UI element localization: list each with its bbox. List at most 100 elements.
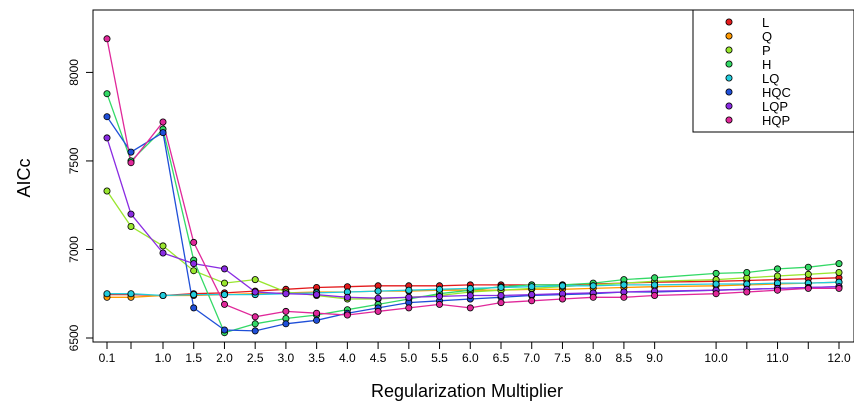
- data-point-h: [103, 90, 111, 98]
- x-tick-label: 6.5: [493, 351, 510, 365]
- data-point-hqc: [190, 304, 198, 312]
- plot-frame: [92, 9, 854, 343]
- data-point-h: [251, 320, 259, 328]
- data-point-hqp: [559, 295, 567, 303]
- x-tick-label: 5.5: [431, 351, 448, 365]
- data-point-lqp: [190, 260, 198, 268]
- data-point-p: [159, 242, 167, 250]
- data-point-hqp: [435, 300, 443, 308]
- data-point-hqp: [835, 284, 843, 292]
- data-point-p: [103, 187, 111, 195]
- data-point-lqp: [159, 249, 167, 257]
- legend-marker-lq: [725, 74, 733, 82]
- x-tick-label: 2.5: [247, 351, 264, 365]
- data-point-hqp: [651, 291, 659, 299]
- data-point-lqp: [528, 291, 536, 299]
- y-tick-label: 7500: [67, 147, 81, 174]
- x-tick-label: 10.0: [704, 351, 728, 365]
- x-tick-label: 9.0: [646, 351, 663, 365]
- data-point-lqp: [466, 291, 474, 299]
- legend-label-q: Q: [762, 29, 772, 44]
- data-point-lq: [103, 290, 111, 298]
- series-line-p: [106, 190, 840, 300]
- series-line-hqp: [106, 38, 839, 318]
- x-tick-label: 5.0: [400, 351, 417, 365]
- data-point-lqp: [435, 292, 443, 300]
- data-point-h: [743, 268, 751, 276]
- data-point-h: [651, 274, 659, 282]
- x-tick-label: 1.5: [185, 351, 202, 365]
- y-tick-label: 8000: [67, 59, 81, 86]
- legend-marker-h: [725, 60, 733, 68]
- series-line-lqp: [106, 137, 840, 299]
- x-tick-label: 11.0: [766, 351, 789, 365]
- data-point-lqp: [282, 290, 290, 298]
- y-tick-label: 6500: [67, 324, 81, 351]
- data-point-hqp: [343, 311, 351, 319]
- series-lines: [106, 38, 840, 334]
- x-tick-label: 1.0: [155, 351, 172, 365]
- data-point-p: [835, 268, 843, 276]
- data-point-hqc: [220, 326, 228, 334]
- data-point-h: [835, 260, 843, 268]
- x-tick-label: 0.1: [99, 351, 116, 365]
- data-point-hqc: [103, 113, 111, 121]
- data-point-lqp: [251, 288, 259, 296]
- data-point-lq: [374, 287, 382, 295]
- data-point-lq: [159, 291, 167, 299]
- data-point-lq: [405, 286, 413, 294]
- x-tick-label: 8.0: [585, 351, 602, 365]
- data-point-lq: [620, 281, 628, 289]
- data-point-hqc: [127, 148, 135, 156]
- data-point-hqp: [405, 304, 413, 312]
- legend-marker-hqp: [725, 116, 733, 124]
- x-axis: 0.1 1.0 1.5 2.0 2.5 3.0 3.5 4.0 4.5 5.0 5.5 6.0 6.5 7…: [99, 342, 851, 365]
- data-point-hqp: [589, 293, 597, 301]
- data-point-hqp: [127, 159, 135, 167]
- data-point-hqp: [804, 284, 812, 292]
- x-tick-label: 4.0: [339, 351, 356, 365]
- legend-label-hqc: HQC: [762, 85, 791, 100]
- data-point-h: [804, 263, 812, 271]
- data-point-hqp: [743, 288, 751, 296]
- data-point-lq: [127, 290, 135, 298]
- legend-marker-p: [725, 46, 733, 54]
- data-point-lq: [528, 283, 536, 291]
- legend-label-hqp: HQP: [762, 113, 790, 128]
- legend-marker-lqp: [725, 102, 733, 110]
- data-point-lqp: [374, 294, 382, 302]
- data-point-lq: [220, 291, 228, 299]
- legend-label-h: H: [762, 57, 771, 72]
- x-axis-title: Regularization Multiplier: [371, 381, 563, 401]
- data-point-hqp: [103, 35, 111, 43]
- x-tick-label: 7.5: [554, 351, 571, 365]
- data-point-lqp: [313, 291, 321, 299]
- data-point-lq: [497, 283, 505, 291]
- data-point-lqp: [103, 134, 111, 142]
- legend-marker-l: [725, 18, 733, 26]
- data-point-lqp: [497, 291, 505, 299]
- data-point-lq: [712, 280, 720, 288]
- legend-box: [692, 9, 854, 133]
- data-point-hqp: [466, 304, 474, 312]
- data-point-p: [804, 270, 812, 278]
- x-tick-label: 4.5: [370, 351, 387, 365]
- x-tick-label: 12.0: [827, 351, 851, 365]
- data-point-hqc: [251, 327, 259, 335]
- series-points: [103, 35, 843, 337]
- data-point-hqc: [313, 316, 321, 324]
- data-point-hqc: [159, 129, 167, 137]
- data-point-p: [127, 222, 135, 230]
- data-point-hqp: [190, 238, 198, 246]
- x-tick-label: 6.0: [462, 351, 479, 365]
- data-point-hqp: [497, 299, 505, 307]
- data-point-h: [774, 265, 782, 273]
- data-point-lq: [466, 284, 474, 292]
- data-point-lq: [435, 285, 443, 293]
- legend-label-lq: LQ: [762, 71, 779, 86]
- legend-marker-q: [725, 32, 733, 40]
- legend-label-l: L: [762, 15, 769, 30]
- y-axis: 6500 7000 7500 8000: [67, 59, 93, 351]
- data-point-hqp: [774, 286, 782, 294]
